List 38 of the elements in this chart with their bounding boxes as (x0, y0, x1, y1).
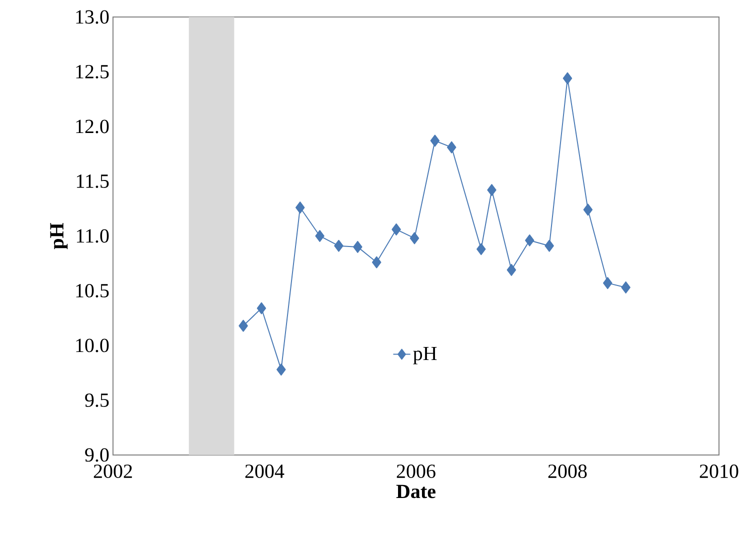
point (372, 256, 382, 268)
point (562, 72, 572, 84)
point (446, 141, 456, 154)
point (603, 277, 612, 290)
legend-label: pH (413, 346, 437, 364)
y-tick-label: 13.0 (76, 10, 109, 24)
point (295, 202, 305, 214)
point (524, 234, 534, 246)
y-tick-label: 10.5 (76, 284, 109, 298)
point (430, 134, 440, 147)
point (353, 240, 362, 253)
point (544, 240, 554, 252)
point (315, 230, 324, 242)
point (476, 243, 486, 256)
y-axis-title: pH (50, 222, 68, 250)
x-tick-label: 2008 (548, 464, 587, 478)
y-tick-label: 11.0 (76, 229, 109, 243)
point (410, 232, 420, 244)
x-tick-label: 2002 (94, 464, 132, 478)
point (334, 240, 344, 252)
x-axis-title: Date (396, 484, 436, 498)
point (238, 320, 248, 332)
y-tick-label: 9.5 (85, 393, 109, 407)
point (392, 223, 401, 236)
point (276, 364, 286, 376)
y-tick-label: 9.0 (85, 448, 109, 462)
point (621, 281, 630, 294)
point (506, 264, 516, 276)
y-tick-label: 11.5 (76, 174, 109, 188)
point (487, 184, 496, 196)
point (583, 204, 593, 216)
x-tick-label: 2010 (700, 464, 738, 478)
x-tick-label: 2004 (245, 464, 284, 478)
y-tick-label: 10.0 (76, 338, 109, 352)
y-tick-label: 12.0 (76, 120, 109, 134)
y-tick-label: 12.5 (76, 64, 109, 79)
x-tick-label: 2006 (396, 464, 436, 478)
point (256, 302, 266, 314)
